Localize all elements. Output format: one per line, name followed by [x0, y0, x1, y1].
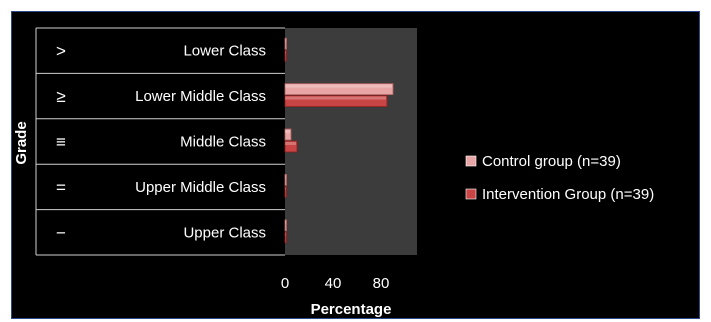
grade-symbols: > ≥ ≡ = − — [56, 42, 66, 243]
x-tick-label: 80 — [373, 275, 390, 292]
category-label: Middle Class — [180, 134, 266, 151]
legend-label: Intervention Group (n=39) — [482, 186, 654, 203]
x-tick-labels: 0 40 80 — [281, 275, 390, 292]
legend-label: Control group (n=39) — [482, 153, 621, 170]
category-label: Lower Middle Class — [135, 88, 266, 105]
x-axis-label: Percentage — [311, 301, 392, 318]
bar-highlight — [285, 220, 286, 224]
bar-highlight — [285, 51, 286, 55]
bar-highlight — [285, 130, 290, 133]
bar — [284, 128, 292, 141]
plot-background — [285, 28, 417, 255]
bar-chart: > ≥ ≡ = − Lower Class Lower Middle Class Middl… — [13, 27, 654, 318]
bar — [284, 219, 287, 232]
bar-highlight — [285, 232, 286, 236]
category-labels: Lower Class Lower Middle Class Middle Clas… — [135, 43, 266, 242]
bar-highlight — [285, 39, 286, 43]
bar-highlight — [285, 142, 296, 145]
grade-symbol: ≥ — [56, 87, 65, 106]
bar — [284, 49, 287, 62]
bar-series — [284, 37, 394, 244]
bar-highlight — [285, 175, 286, 179]
row-dividers — [35, 27, 285, 256]
bar — [284, 83, 394, 95]
grade-symbol: = — [56, 178, 66, 197]
chart-area: > ≥ ≡ = − Lower Class Lower Middle Class Middl… — [11, 11, 700, 319]
bar-highlight — [285, 96, 386, 100]
bar — [284, 185, 287, 198]
grade-symbol: ≡ — [56, 133, 66, 152]
bar — [284, 231, 287, 244]
grade-symbol: > — [56, 42, 66, 61]
legend: Control group (n=39) Intervention Group (… — [465, 153, 654, 203]
bar — [284, 37, 287, 50]
legend-swatch — [465, 155, 477, 167]
x-tick-label: 40 — [325, 275, 342, 292]
bar-highlight — [285, 84, 392, 88]
category-label: Lower Class — [183, 43, 266, 60]
bar — [284, 173, 287, 186]
category-label: Upper Class — [183, 224, 266, 241]
grade-symbol: − — [56, 223, 66, 242]
bar — [284, 140, 298, 153]
y-axis-label: Grade — [13, 121, 30, 164]
bar-highlight — [285, 187, 286, 191]
legend-swatch — [465, 188, 477, 200]
x-tick-label: 0 — [281, 275, 289, 292]
category-label: Upper Middle Class — [135, 179, 266, 196]
bar — [284, 95, 388, 107]
